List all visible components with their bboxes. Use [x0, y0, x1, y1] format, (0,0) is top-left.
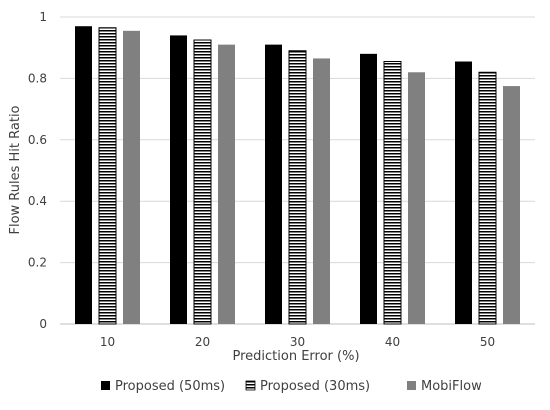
- bar: [98, 27, 117, 325]
- bar: [123, 30, 140, 324]
- x-tick-label: 40: [385, 335, 400, 349]
- legend: Proposed (50ms) Proposed (30ms) MobiFlow: [101, 379, 482, 394]
- bar: [193, 39, 212, 325]
- legend-swatch: [101, 381, 110, 390]
- x-tick-label: 30: [290, 335, 305, 349]
- x-tick-label: 20: [195, 335, 210, 349]
- x-tick-label: 50: [480, 335, 495, 349]
- bar: [75, 26, 92, 325]
- legend-swatch: [407, 381, 416, 390]
- bar: [408, 72, 425, 324]
- y-tick-label: 0.8: [28, 71, 47, 85]
- y-tick-label: 0.2: [28, 256, 47, 270]
- y-tick-label: 0: [39, 317, 47, 331]
- bars: [75, 26, 520, 325]
- bar: [288, 50, 307, 325]
- x-axis-title: Prediction Error (%): [232, 349, 359, 364]
- y-axis-title: Flow Rules Hit Ratio: [8, 105, 23, 234]
- legend-label: Proposed (30ms): [260, 379, 370, 394]
- bar: [218, 44, 235, 324]
- y-tick-label: 0.4: [28, 194, 47, 208]
- bar: [478, 71, 497, 325]
- legend-label: MobiFlow: [421, 379, 482, 394]
- x-tick-labels: 10 20 30 40 50: [100, 335, 495, 349]
- bar: [383, 61, 402, 325]
- bar: [313, 58, 330, 324]
- bar: [170, 35, 187, 325]
- bar: [265, 44, 282, 324]
- y-tick-labels: 0 0.2 0.4 0.6 0.8 1: [28, 10, 47, 331]
- legend-label: Proposed (50ms): [115, 379, 225, 394]
- x-tick-label: 10: [100, 335, 115, 349]
- legend-swatch: [245, 380, 256, 391]
- y-tick-label: 1: [39, 10, 47, 24]
- bar: [360, 53, 377, 325]
- bar: [455, 61, 472, 324]
- y-tick-label: 0.6: [28, 133, 47, 147]
- bar: [503, 86, 520, 324]
